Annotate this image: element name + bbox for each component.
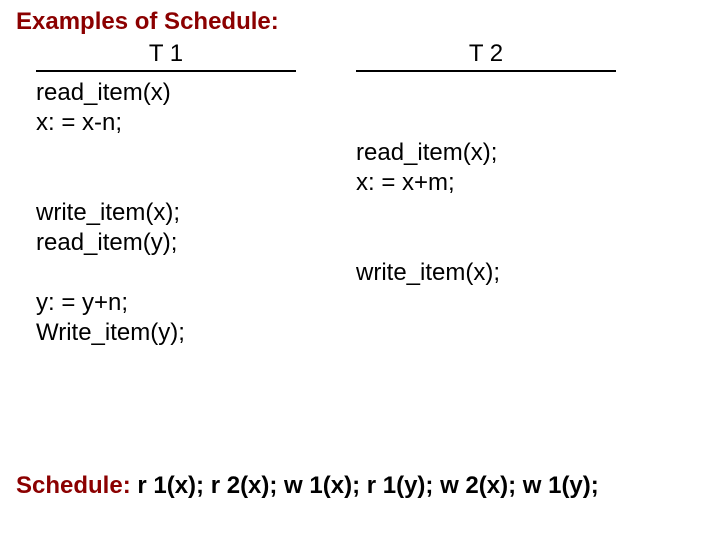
slide-page: Examples of Schedule: T 1 read_item(x) x… xyxy=(0,0,720,540)
t2-idle xyxy=(356,198,616,258)
slide-title: Examples of Schedule: xyxy=(16,8,704,36)
column-t2-rule xyxy=(356,70,616,72)
column-t1-rule xyxy=(36,70,296,72)
t2-op: write_item(x); xyxy=(356,258,616,288)
t1-block-2: write_item(x); read_item(y); xyxy=(36,198,296,258)
column-t2-header: T 2 xyxy=(356,40,616,70)
t1-op: read_item(x) xyxy=(36,78,296,108)
t1-op: Write_item(y); xyxy=(36,318,296,348)
schedule-label: Schedule: xyxy=(16,472,137,499)
t2-block-2: write_item(x); xyxy=(356,258,616,288)
t1-op: read_item(y); xyxy=(36,228,296,258)
t1-block-3: y: = y+n; Write_item(y); xyxy=(36,288,296,348)
t1-op: write_item(x); xyxy=(36,198,296,228)
t1-idle xyxy=(36,258,296,288)
schedule-columns: T 1 read_item(x) x: = x-n; write_item(x)… xyxy=(16,40,704,450)
t1-op: x: = x-n; xyxy=(36,108,296,138)
t1-idle xyxy=(36,138,296,198)
t2-idle xyxy=(356,78,616,138)
column-t1: T 1 read_item(x) x: = x-n; write_item(x)… xyxy=(36,40,296,348)
schedule-line: Schedule: r 1(x); r 2(x); w 1(x); r 1(y)… xyxy=(16,472,599,500)
column-t1-header: T 1 xyxy=(36,40,296,70)
column-t2: T 2 read_item(x); x: = x+m; write_item(x… xyxy=(356,40,616,288)
t2-op: x: = x+m; xyxy=(356,168,616,198)
t1-block-1: read_item(x) x: = x-n; xyxy=(36,78,296,138)
t2-op: read_item(x); xyxy=(356,138,616,168)
schedule-sequence: r 1(x); r 2(x); w 1(x); r 1(y); w 2(x); … xyxy=(137,472,598,499)
t1-op: y: = y+n; xyxy=(36,288,296,318)
t2-block-1: read_item(x); x: = x+m; xyxy=(356,138,616,198)
